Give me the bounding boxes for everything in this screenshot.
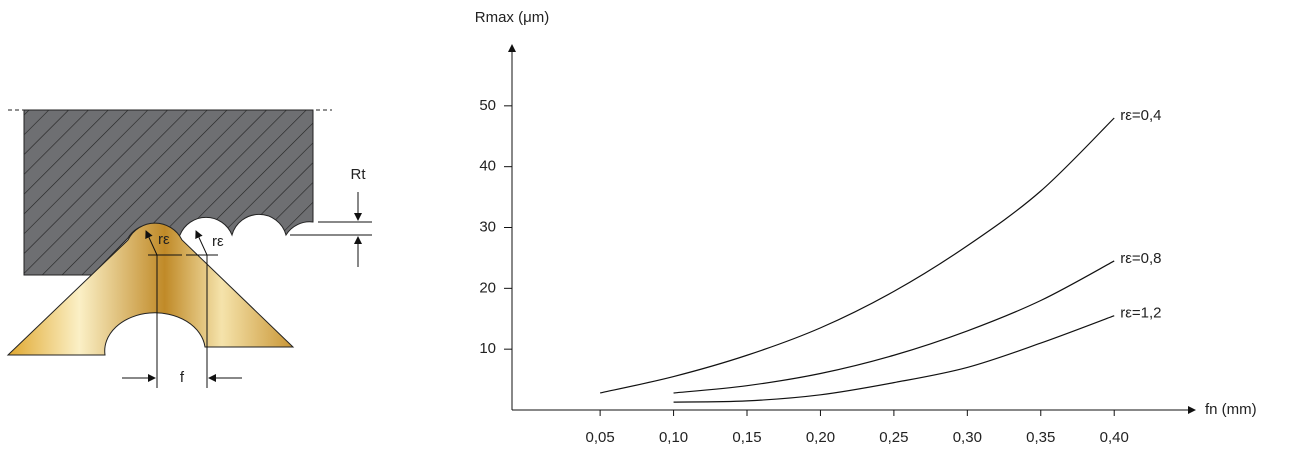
y-tick-label: 10: [479, 340, 496, 357]
x-tick-label: 0,05: [586, 429, 615, 446]
radius-arrow: [195, 230, 208, 256]
radius-label: rε: [212, 233, 224, 250]
series-label: rε=1,2: [1120, 305, 1161, 322]
series-label: rε=0,4: [1120, 107, 1161, 124]
x-tick-label: 0,10: [659, 429, 688, 446]
x-tick-label: 0,40: [1100, 429, 1129, 446]
curve: [599, 117, 1115, 394]
rt-label: Rt: [351, 166, 367, 183]
x-axis-label: fn (mm): [1205, 401, 1257, 418]
workpiece-diagram: rε rε f Rt: [6, 109, 372, 388]
radius-label: rε: [158, 231, 170, 248]
series-label: rε=0,8: [1120, 250, 1161, 267]
tool: [6, 222, 295, 356]
curve: [673, 315, 1115, 403]
y-tick-label: 20: [479, 279, 496, 296]
x-tick-label: 0,25: [879, 429, 908, 446]
y-tick-label: 40: [479, 158, 496, 175]
x-tick-label: 0,30: [953, 429, 982, 446]
y-tick-label: 30: [479, 218, 496, 235]
x-tick-label: 0,15: [732, 429, 761, 446]
x-tick-label: 0,20: [806, 429, 835, 446]
curve: [673, 260, 1115, 394]
feed-label: f: [180, 369, 185, 386]
chart: Rmax (μm) fn (mm) 10 20 30 40 50 0,05 0,10 0,15 0,…: [475, 9, 1257, 446]
x-tick-label: 0,35: [1026, 429, 1055, 446]
y-tick-label: 50: [479, 97, 496, 114]
radius-arrow: [145, 230, 158, 256]
y-axis-label: Rmax (μm): [475, 9, 549, 26]
